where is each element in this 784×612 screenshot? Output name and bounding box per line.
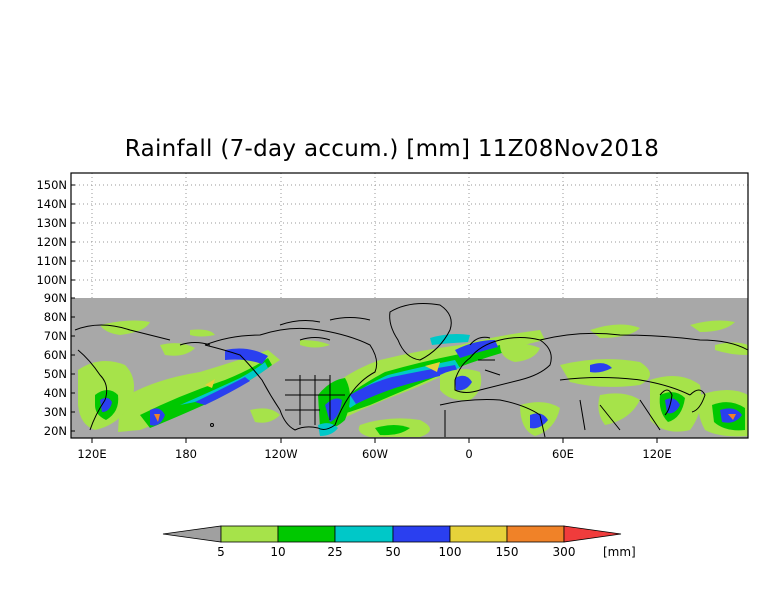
colorbar-segment	[220, 525, 279, 543]
lat-label: 90N	[44, 291, 67, 305]
lat-label: 110N	[36, 254, 67, 268]
latitude-axis: 150N 140N 130N 120N 110N 100N 90N 80N 70…	[36, 178, 75, 438]
colorbar-level: 50	[385, 545, 400, 559]
colorbar-segment	[506, 525, 565, 543]
lat-label: 40N	[44, 386, 67, 400]
lat-label: 120N	[36, 235, 67, 249]
colorbar-unit: [mm]	[603, 545, 636, 559]
colorbar-level: 100	[439, 545, 462, 559]
longitude-axis: 120E 180 120W 60W 0 60E 120E	[77, 438, 672, 461]
lon-label: 180	[175, 447, 197, 461]
lat-label: 50N	[44, 367, 67, 381]
colorbar-level: 300	[553, 545, 576, 559]
colorbar-segment	[449, 525, 508, 543]
lon-label: 0	[465, 447, 472, 461]
lon-label: 60E	[552, 447, 574, 461]
lat-label: 70N	[44, 329, 67, 343]
colorbar-level: 10	[270, 545, 285, 559]
colorbar-segment	[277, 525, 336, 543]
map-frame	[70, 172, 749, 439]
lat-label: 140N	[36, 197, 67, 211]
lon-label: 120E	[77, 447, 106, 461]
lon-label: 60W	[362, 447, 388, 461]
rainfall-field	[78, 320, 748, 437]
colorbar-segment	[334, 525, 394, 543]
coastlines	[74, 303, 749, 438]
colorbar-segment-over	[563, 525, 622, 543]
lon-label: 120E	[642, 447, 671, 461]
colorbar-level: 25	[327, 545, 342, 559]
lon-label: 120W	[264, 447, 297, 461]
colorbar-level: 5	[217, 545, 225, 559]
colorbar-segment-under	[162, 525, 222, 543]
map-title: Rainfall (7-day accum.) [mm] 11Z08Nov201…	[124, 136, 660, 162]
lat-label: 20N	[44, 424, 67, 438]
lat-label: 30N	[44, 405, 67, 419]
lat-label: 130N	[36, 216, 67, 230]
colorbar-level: 150	[496, 545, 519, 559]
colorbar: 5 10 25 50 100 150 300 [mm]	[162, 525, 636, 559]
colorbar-segment	[392, 525, 451, 543]
lat-label: 60N	[44, 348, 67, 362]
lat-label: 80N	[44, 310, 67, 324]
lat-label: 150N	[36, 178, 67, 192]
lat-label: 100N	[36, 273, 67, 287]
grid-lines	[71, 173, 748, 298]
